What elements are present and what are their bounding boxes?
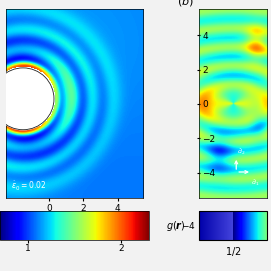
Text: $g(\boldsymbol{r})$: $g(\boldsymbol{r})$	[166, 219, 186, 233]
Text: $-4$: $-4$	[181, 220, 196, 231]
Text: $\hat{d}_2$: $\hat{d}_2$	[237, 146, 245, 157]
Text: $\hat{d}_1$: $\hat{d}_1$	[251, 178, 259, 188]
Circle shape	[0, 68, 54, 130]
Text: $1/2$: $1/2$	[225, 245, 241, 258]
Text: $(b)$: $(b)$	[177, 0, 193, 8]
Text: $\dot{\varepsilon}_0 = 0.02$: $\dot{\varepsilon}_0 = 0.02$	[11, 179, 47, 192]
